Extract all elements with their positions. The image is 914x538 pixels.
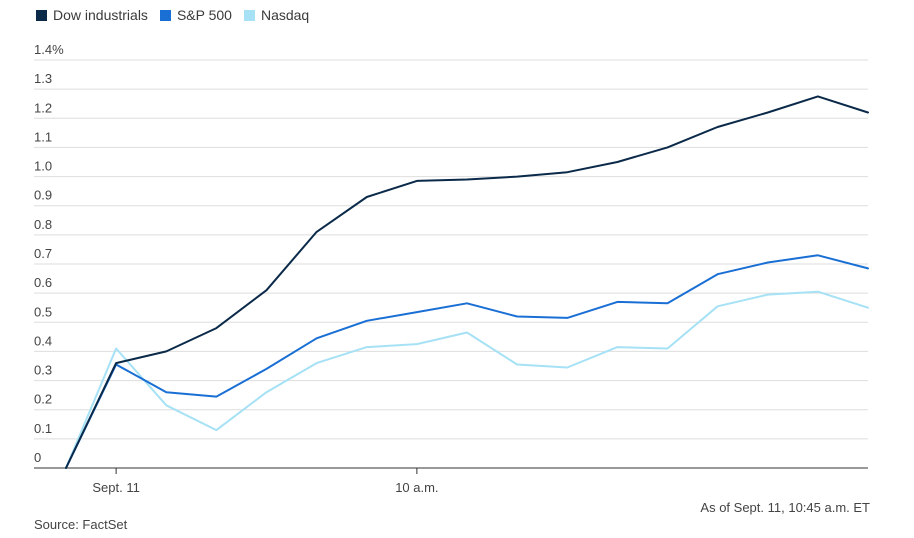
legend-label-sp500: S&P 500	[176, 7, 232, 23]
y-tick-label: 0.2	[34, 392, 52, 407]
legend-item-dow: Dow industrials	[36, 7, 148, 23]
y-tick-label: 0.5	[34, 304, 52, 319]
legend-label-dow: Dow industrials	[53, 7, 148, 23]
series-line-dow	[65, 95, 869, 469]
y-tick-label: 1.1	[34, 129, 52, 144]
legend-item-nasdaq: Nasdaq	[243, 7, 310, 23]
y-tick-label: 0.1	[34, 421, 52, 436]
series-line-sp500	[65, 254, 869, 469]
series-line-nasdaq	[65, 290, 869, 469]
y-tick-label: 1.0	[34, 159, 52, 174]
y-tick-label: 0	[34, 450, 41, 465]
legend-swatch-sp500	[159, 9, 171, 21]
chart-legend: Dow industrials S&P 500 Nasdaq	[36, 7, 321, 23]
y-tick-label: 1.2	[34, 100, 52, 115]
legend-swatch-dow	[36, 9, 47, 21]
y-tick-label: 0.4	[34, 333, 52, 348]
x-tick-label: 10 a.m.	[395, 480, 438, 495]
legend-item-sp500: S&P 500	[159, 7, 232, 23]
as-of-note: As of Sept. 11, 10:45 a.m. ET	[700, 500, 870, 515]
y-tick-label: 0.9	[34, 188, 52, 203]
legend-label-nasdaq: Nasdaq	[260, 7, 310, 23]
x-tick-label: Sept. 11	[92, 480, 139, 495]
legend-swatch-nasdaq	[243, 9, 255, 21]
y-tick-label: 1.4%	[34, 42, 64, 57]
y-tick-label: 0.3	[34, 363, 52, 378]
y-tick-label: 0.8	[34, 217, 52, 232]
y-tick-label: 1.3	[34, 71, 52, 86]
y-tick-label: 0.6	[34, 275, 52, 290]
y-tick-label: 0.7	[34, 246, 52, 261]
source-note: Source: FactSet	[34, 517, 128, 532]
